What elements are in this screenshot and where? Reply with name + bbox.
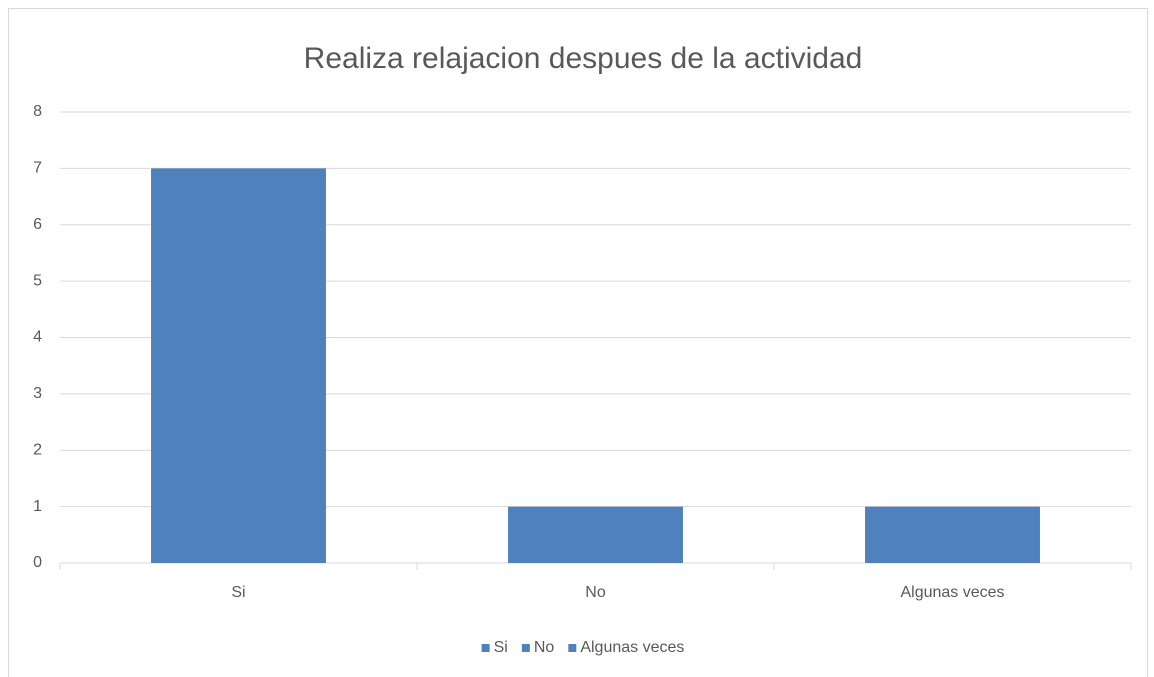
y-tick-label: 5 [33,272,42,289]
bar [151,168,326,563]
y-tick-label: 8 [33,103,42,120]
x-tick-label: Algunas veces [900,584,1004,601]
y-tick-label: 3 [33,385,42,402]
y-tick-label: 4 [33,329,42,346]
bar [865,506,1040,563]
legend-swatch [521,644,530,652]
y-tick-label: 7 [33,160,42,177]
y-tick-label: 0 [33,554,42,571]
x-tick-label: No [585,584,606,601]
legend-swatch [568,644,577,652]
legend-swatch [481,644,490,652]
bar [508,506,683,563]
legend-label: Si [494,639,508,656]
chart-title: Realiza relajacion despues de la activid… [304,42,863,75]
y-tick-label: 6 [33,216,42,233]
x-tick-label: Si [231,584,245,601]
legend-label: No [534,639,555,656]
y-tick-label: 2 [33,441,42,458]
y-tick-label: 1 [33,498,42,515]
legend-label: Algunas veces [580,639,684,656]
